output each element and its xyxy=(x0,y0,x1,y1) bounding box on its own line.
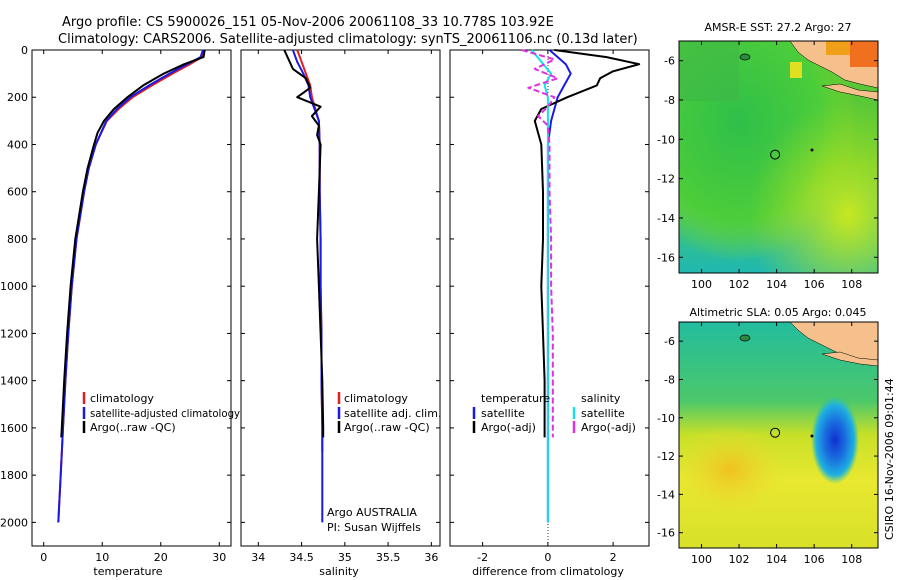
annotation-argo-australia: Argo AUSTRALIA xyxy=(327,506,417,519)
difference-axes-box xyxy=(449,49,650,547)
sla-heatmap xyxy=(679,322,878,548)
salinity-legend: climatology satellite adj. clim. Argo(..… xyxy=(337,392,441,434)
map-y-tick-label: -6 xyxy=(664,335,675,348)
legend-title-temperature: temperature xyxy=(481,392,550,405)
x-tick-label: 0 xyxy=(544,551,551,564)
y-tick-label: 800 xyxy=(7,233,28,246)
sst-map-title: AMSR-E SST: 27.2 Argo: 27 xyxy=(704,21,851,34)
map-y-tick-label: -12 xyxy=(657,450,675,463)
temperature-xlabel: temperature xyxy=(93,565,162,578)
y-tick-label: 1000 xyxy=(0,280,28,293)
argo-position-marker xyxy=(770,149,781,160)
difference-panel: -2 0 2 difference from climatology tempera… xyxy=(449,49,650,578)
salinity-axes-box xyxy=(240,49,441,547)
legend-label-satellite: satellite adj. clim. xyxy=(344,407,441,420)
series-line-climatology xyxy=(57,49,205,523)
java-land xyxy=(821,351,878,367)
y-tick-label: 2000 xyxy=(0,516,28,529)
map-y-tick-label: -14 xyxy=(657,212,675,225)
series-line-satellite-adj-clim- xyxy=(291,49,324,523)
java-land xyxy=(821,83,878,101)
salinity-xlabel: salinity xyxy=(319,565,359,578)
y-tick-label: 1600 xyxy=(0,422,28,435)
legend-label-argo: Argo(..raw -QC) xyxy=(90,421,176,434)
annotation-pi: PI: Susan Wijffels xyxy=(327,521,421,534)
legend-label-climatology: climatology xyxy=(344,392,408,405)
x-tick-label: 10 xyxy=(95,551,109,564)
y-tick-label: 1400 xyxy=(0,375,28,388)
x-tick-label: -2 xyxy=(477,551,488,564)
salinity-panel: 34 34.5 35 35.5 36 salinity climatology sate… xyxy=(240,49,441,578)
sst-heatmap xyxy=(679,41,878,273)
figure-title-line2: Climatology: CARS2006. Satellite-adjuste… xyxy=(58,32,638,47)
series-line-salinity-satellite xyxy=(530,49,553,523)
sla-map-title: Altimetric SLA: 0.05 Argo: 0.045 xyxy=(689,306,866,319)
y-tick-label: 600 xyxy=(7,186,28,199)
legend-label-sal-satellite: satellite xyxy=(581,407,625,420)
difference-legend: temperature salinity satellite Argo(-adj… xyxy=(472,392,636,434)
x-tick-label: 35.5 xyxy=(376,551,401,564)
legend-label-climatology: climatology xyxy=(90,392,154,405)
x-tick-label: 34.5 xyxy=(289,551,314,564)
map-y-tick-label: -8 xyxy=(664,94,675,107)
y-tick-label: 1800 xyxy=(0,469,28,482)
x-tick-label: 35 xyxy=(338,551,352,564)
difference-xlabel: difference from climatology xyxy=(472,565,624,578)
legend-label-temp-argo: Argo(-adj) xyxy=(481,421,536,434)
series-line-temperature-argo-adj- xyxy=(533,49,641,438)
y-tick-label: 400 xyxy=(7,138,28,151)
x-tick-label: 20 xyxy=(154,551,168,564)
map-y-tick-label: -14 xyxy=(657,488,675,501)
map-y-tick-label: -10 xyxy=(657,412,675,425)
argo-position-marker xyxy=(770,427,781,438)
x-tick-label: 2 xyxy=(610,551,617,564)
legend-label-temp-satellite: satellite xyxy=(481,407,525,420)
y-tick-label: 200 xyxy=(7,91,28,104)
temperature-panel: 0 10 20 30 0 200 400 600 800 1000 1200 1400 1600 1800… xyxy=(0,44,240,578)
legend-label-sal-argo: Argo(-adj) xyxy=(581,421,636,434)
map-x-tick-label: 102 xyxy=(729,278,750,291)
island-outline xyxy=(739,334,751,342)
island-outline xyxy=(739,53,751,61)
x-tick-label: 34 xyxy=(251,551,265,564)
small-island-dot xyxy=(810,434,814,438)
series-line-argo-raw-qc- xyxy=(60,49,206,438)
temperature-legend: climatology satellite-adjusted climatolo… xyxy=(82,392,240,434)
map-x-tick-label: 104 xyxy=(766,278,787,291)
series-line-satellite-adjusted-climatology xyxy=(57,49,204,523)
map-x-tick-label: 108 xyxy=(841,553,862,566)
legend-title-salinity: salinity xyxy=(581,392,621,405)
temperature-axes-box xyxy=(31,49,232,547)
x-tick-label: 30 xyxy=(212,551,226,564)
sla-map-axes-box xyxy=(678,321,879,549)
map-x-tick-label: 106 xyxy=(804,278,825,291)
map-y-tick-label: -6 xyxy=(664,55,675,68)
map-x-tick-label: 104 xyxy=(766,553,787,566)
footer-credit: CSIRO 16-Nov-2006 09:01:44 xyxy=(883,378,896,540)
y-tick-label: 0 xyxy=(21,44,28,57)
legend-label-argo: Argo(..raw -QC) xyxy=(344,421,430,434)
sst-map-panel: AMSR-E SST: 27.2 Argo: 27 100 102 104 106 10… xyxy=(657,21,879,291)
series-line-argo-raw-qc- xyxy=(283,49,325,438)
map-y-tick-label: -16 xyxy=(657,527,675,540)
map-x-tick-label: 108 xyxy=(841,278,862,291)
legend-label-satellite: satellite-adjusted climatology xyxy=(90,407,240,420)
map-x-tick-label: 102 xyxy=(729,553,750,566)
map-y-tick-label: -10 xyxy=(657,133,675,146)
map-x-tick-label: 106 xyxy=(804,553,825,566)
figure-title-line1: Argo profile: CS 5900026_151 05-Nov-2006… xyxy=(62,15,554,30)
map-x-tick-label: 100 xyxy=(691,278,712,291)
map-y-tick-label: -12 xyxy=(657,173,675,186)
map-y-tick-label: -16 xyxy=(657,251,675,264)
map-x-tick-label: 100 xyxy=(691,553,712,566)
small-island-dot xyxy=(810,148,814,152)
x-tick-label: 0 xyxy=(40,551,47,564)
series-line-salinity-argo-adj- xyxy=(521,49,559,438)
sst-map-axes-box xyxy=(678,40,879,274)
map-y-tick-label: -8 xyxy=(664,373,675,386)
x-tick-label: 36 xyxy=(424,551,438,564)
sla-map-panel: Altimetric SLA: 0.05 Argo: 0.045 100 102 1… xyxy=(657,306,879,566)
y-tick-label: 1200 xyxy=(0,327,28,340)
